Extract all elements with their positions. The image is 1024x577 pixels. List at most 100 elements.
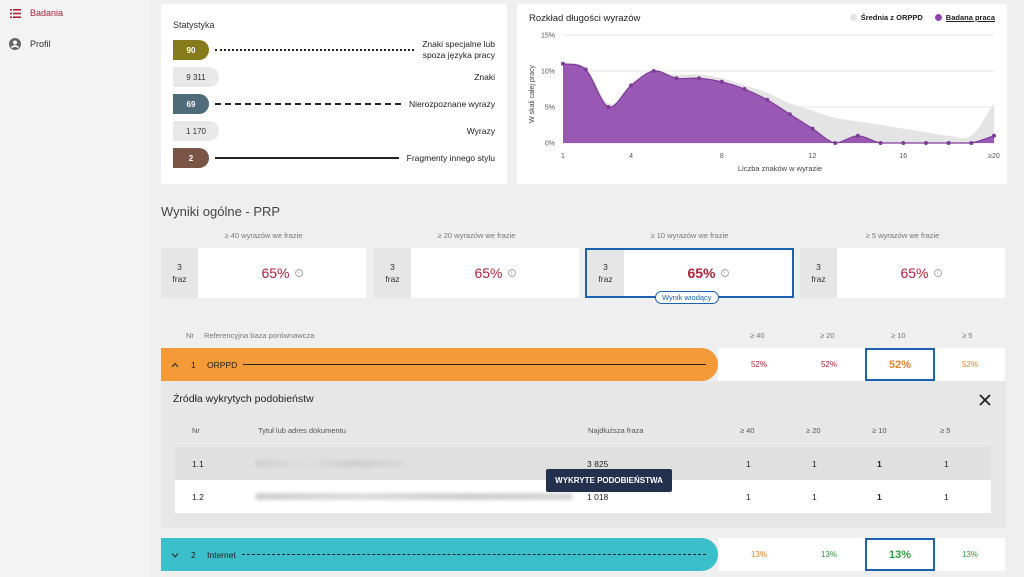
legend-item-orppd[interactable]: Średnia z ORPPD: [849, 13, 923, 22]
result-percent-value: 65%: [687, 265, 716, 281]
phrase-count-unit: fraz: [598, 274, 613, 284]
ref-row-orppd[interactable]: 1 ORPPD: [161, 348, 718, 381]
ref-row-line: [241, 554, 706, 555]
ref-pct-10-lead: 52%: [865, 348, 935, 381]
sources-header-10: ≥ 10: [872, 426, 887, 435]
stat-value-badge: 90: [173, 40, 209, 60]
data-point: [561, 61, 565, 66]
stat-row-words: 1 170 Wyrazy: [173, 121, 495, 141]
source-nr: 1.2: [192, 491, 204, 502]
data-point: [765, 97, 770, 102]
ref-header-10: ≥ 10: [891, 331, 906, 340]
phrase-count: 3 fraz: [161, 248, 198, 298]
sources-header-20: ≥ 20: [806, 426, 821, 435]
sidebar-item-label: Profil: [30, 39, 51, 49]
source-longest-phrase: 1 018: [587, 491, 609, 502]
column-head-40: ≥ 40 wyrazów we frazie: [224, 231, 303, 240]
source-count-40: 1: [746, 458, 751, 469]
sidebar: Badania Profil: [0, 0, 150, 577]
chart-legend: Średnia z ORPPD Badana praca: [849, 13, 995, 22]
ref-row-number: 1: [191, 359, 196, 370]
source-title-redacted[interactable]: [255, 493, 573, 500]
stat-label: Znaki: [474, 71, 495, 82]
ref-row-number: 2: [191, 549, 196, 560]
phrase-count-unit: fraz: [385, 274, 400, 284]
legend-item-thesis[interactable]: Badana praca: [934, 13, 995, 22]
source-count-40: 1: [746, 491, 751, 502]
y-tick-label: 5%: [545, 105, 555, 112]
phrase-count-value: 3: [177, 262, 182, 272]
source-longest-phrase: 3 825: [587, 458, 609, 469]
word-length-chart-card: Rozkład długości wyrazów Średnia z ORPPD…: [517, 4, 1007, 184]
info-icon[interactable]: i: [933, 269, 942, 277]
sources-header-title: Tytuł lub adres dokumentu: [258, 426, 346, 435]
result-percent-value: 65%: [474, 265, 503, 281]
data-point: [855, 133, 860, 138]
ref-header-40: ≥ 40: [750, 331, 765, 340]
info-icon[interactable]: i: [294, 269, 303, 277]
x-tick-label: ≥20: [988, 153, 1000, 160]
account-icon: [9, 38, 21, 50]
data-point: [923, 141, 928, 145]
x-tick-label: 1: [561, 153, 565, 160]
source-title-redacted[interactable]: [255, 460, 403, 467]
info-icon[interactable]: i: [720, 269, 729, 277]
result-box-20[interactable]: 3 fraz 65% i: [374, 248, 579, 298]
data-point: [878, 141, 883, 145]
source-count-5: 1: [944, 491, 949, 502]
x-tick-label: 16: [899, 153, 907, 160]
x-tick-label: 12: [809, 153, 817, 160]
data-point: [583, 67, 588, 72]
phrase-count-value: 3: [816, 262, 821, 272]
chart-title: Rozkład długości wyrazów: [529, 13, 641, 24]
stat-label: Nierozpoznane wyrazy: [409, 98, 495, 109]
ref-pct-40: 13%: [750, 550, 767, 559]
result-percent-value: 65%: [261, 265, 290, 281]
sources-header-5: ≥ 5: [940, 426, 951, 435]
sidebar-item-badania[interactable]: Badania: [9, 7, 63, 19]
result-box-5[interactable]: 3 fraz 65% i: [800, 248, 1005, 298]
close-icon[interactable]: [978, 393, 992, 407]
legend-label: Średnia z ORPPD: [860, 13, 923, 22]
stat-row-special-chars: 90 Znaki specjalne lub spoza języka prac…: [173, 39, 495, 60]
ref-header-base: Referencyjna baza porównawcza: [204, 331, 315, 340]
stat-label-line: spoza języka pracy: [422, 50, 495, 60]
result-percent: 65% i: [411, 248, 579, 298]
stat-label-line: Znaki specjalne lub: [422, 39, 495, 49]
result-percent: 65% i: [198, 248, 366, 298]
chevron-down-icon[interactable]: [171, 550, 183, 560]
chart-xlabel: Liczba znaków w wyrazie: [738, 164, 822, 173]
chevron-up-icon[interactable]: [171, 360, 183, 370]
data-point: [946, 141, 951, 145]
ref-header-5: ≥ 5: [962, 331, 973, 340]
source-count-5: 1: [944, 458, 949, 469]
source-count-10: 1: [877, 491, 882, 502]
stat-line: [215, 49, 415, 51]
sidebar-item-profil[interactable]: Profil: [9, 38, 51, 50]
sources-panel: Źródła wykrytych podobieństw Nr Tytuł lu…: [161, 381, 1006, 528]
stat-line: [215, 103, 402, 105]
statistics-title: Statystyka: [173, 20, 215, 30]
legend-dot: [934, 14, 942, 21]
stat-value-badge: 9 311: [173, 67, 219, 87]
data-point: [992, 133, 996, 138]
info-icon[interactable]: i: [507, 269, 516, 277]
result-box-40[interactable]: 3 fraz 65% i: [161, 248, 366, 298]
stat-line: [215, 157, 399, 159]
ref-header-20: ≥ 20: [820, 331, 835, 340]
source-nr: 1.1: [192, 458, 204, 469]
ref-row-line: [243, 364, 706, 365]
similarities-tooltip: WYKRYTE PODOBIEŃSTWA: [546, 469, 672, 492]
y-tick-label: 0%: [545, 141, 555, 148]
sources-header-nr: Nr: [192, 426, 200, 435]
column-head-20: ≥ 20 wyrazów we frazie: [437, 231, 516, 240]
word-length-chart: W skali całej pracy Liczba znaków w wyra…: [529, 33, 1000, 174]
chart-ylabel: W skali całej pracy: [529, 65, 536, 123]
data-point: [810, 126, 815, 131]
ref-row-internet[interactable]: 2 Internet: [161, 538, 718, 571]
phrase-count-value: 3: [390, 262, 395, 272]
result-percent: 65% i: [624, 250, 792, 296]
ref-pct-20: 13%: [820, 550, 837, 559]
ref-pct-20: 52%: [820, 360, 837, 369]
column-head-10: ≥ 10 wyrazów we frazie: [650, 231, 729, 240]
